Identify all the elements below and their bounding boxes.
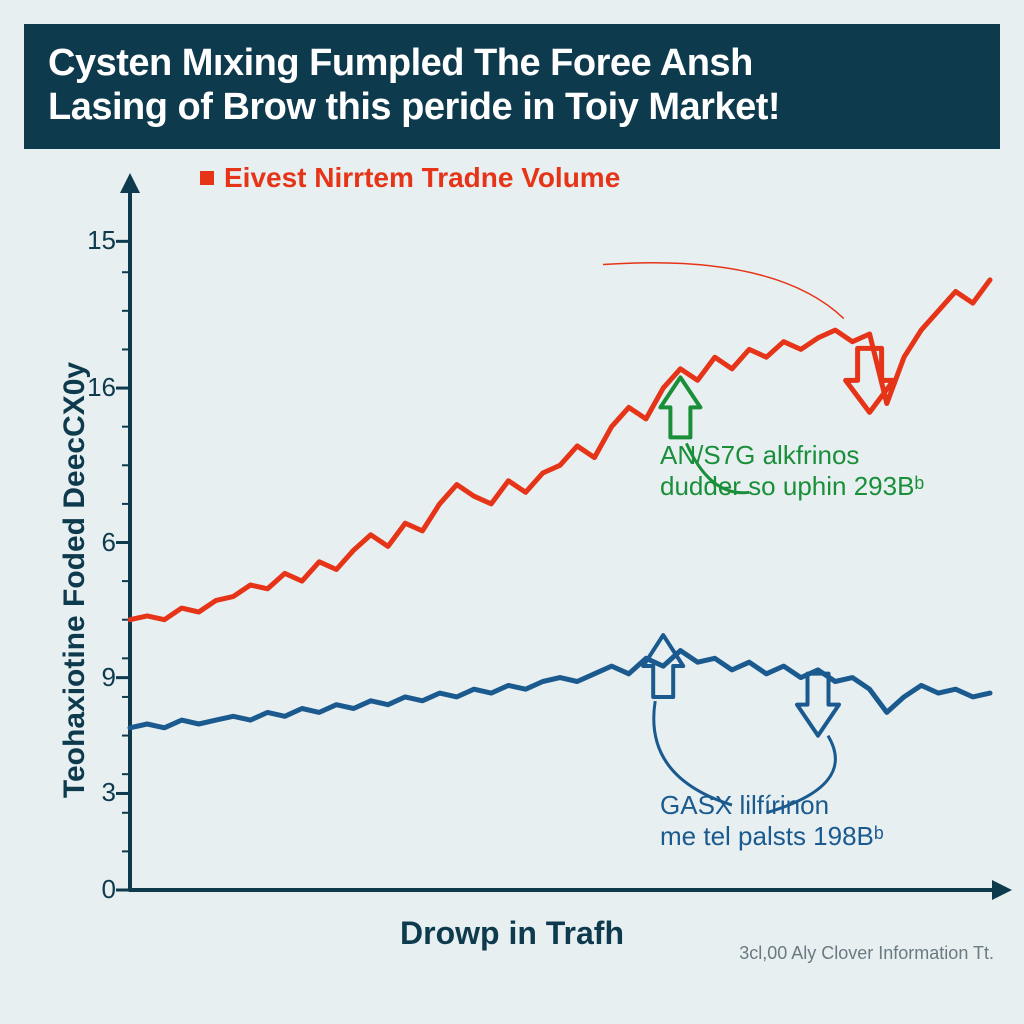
footer-credit: 3cl,00 Aly Clover Information Tt.: [739, 943, 994, 964]
annotation-blue: GASX lilfírinon me tel palsts 198Bᵇ: [660, 790, 884, 852]
chart-title: Cysten Mıxing Fumpled The Foree Ansh Las…: [48, 42, 976, 129]
annotation-blue-line1: GASX lilfírinon: [660, 790, 829, 820]
title-bar: Cysten Mıxing Fumpled The Foree Ansh Las…: [24, 24, 1000, 149]
title-line-1: Cysten Mıxing Fumpled The Foree Ansh: [48, 42, 753, 84]
ytick-label: 0: [56, 874, 116, 905]
annotation-blue-line2: me tel palsts 198Bᵇ: [660, 821, 884, 851]
annotation-green-line1: AN/S7G alkfrinos: [660, 440, 859, 470]
chart-area: Eivest Nirrtem Tradne Volume 03961615 Te…: [0, 150, 1024, 970]
y-axis-label: Teohaxiotine Foded DeecCX0y: [58, 330, 92, 830]
annotation-green: AN/S7G alkfrinos dudder so uphin 293Bᵇ: [660, 440, 924, 502]
page-root: Cysten Mıxing Fumpled The Foree Ansh Las…: [0, 0, 1024, 1024]
title-line-2: Lasing of Brow this peride in Toiy Marke…: [48, 86, 780, 128]
annotation-green-line2: dudder so uphin 293Bᵇ: [660, 471, 924, 501]
ytick-label: 15: [56, 225, 116, 256]
